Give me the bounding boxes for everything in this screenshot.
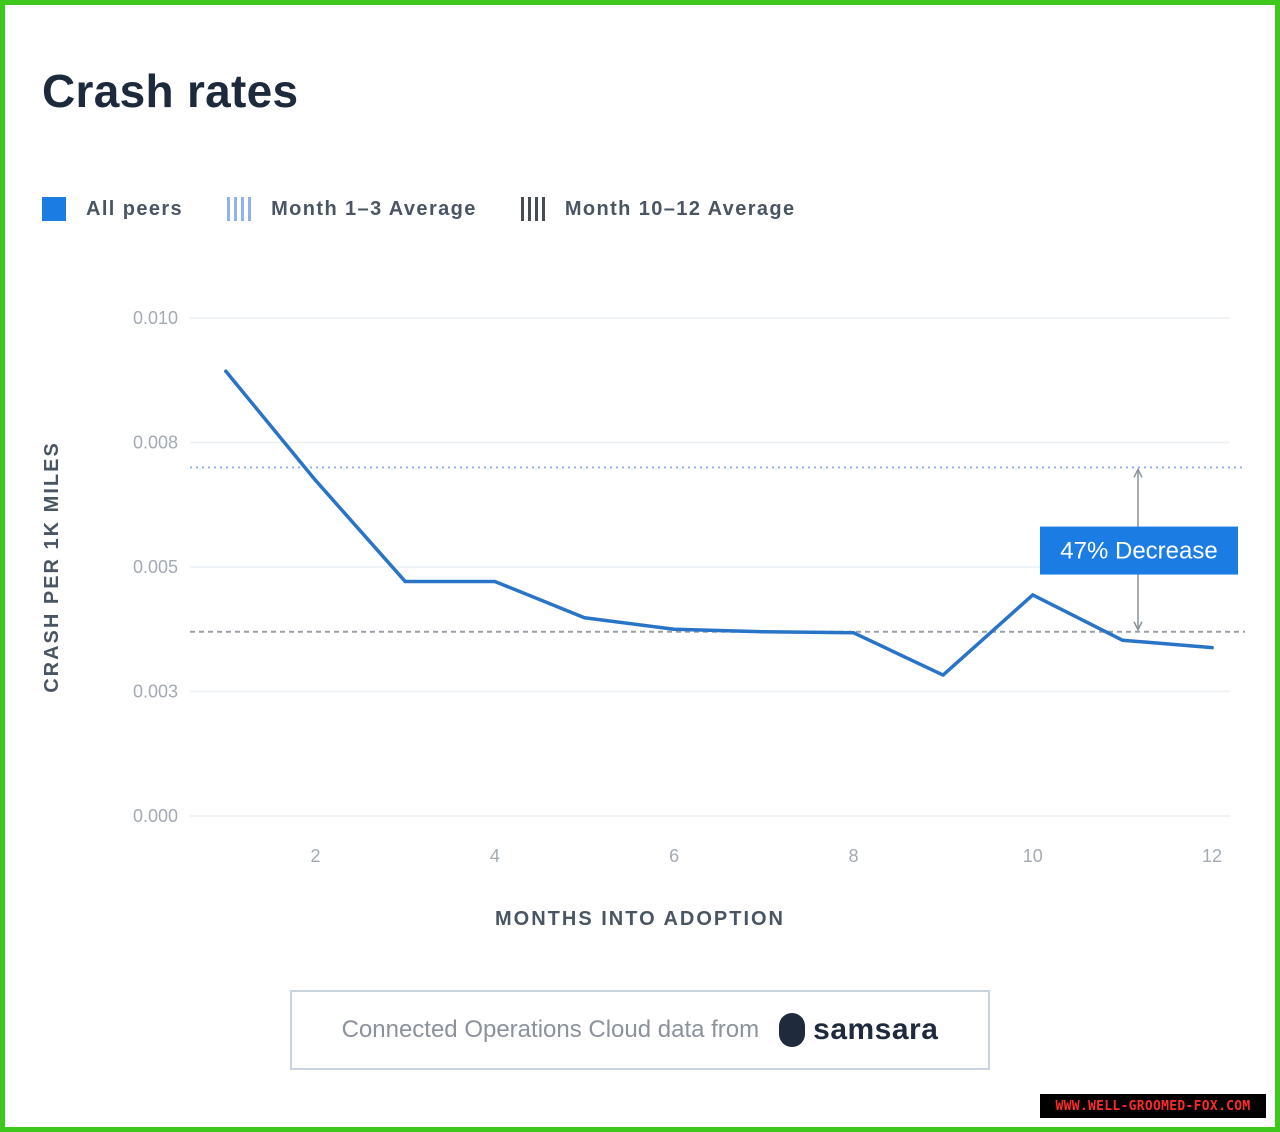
- data-point: [1120, 638, 1125, 642]
- data-source-box: Connected Operations Cloud data from sam…: [290, 990, 990, 1070]
- annotation-badge: [1040, 526, 1238, 575]
- legend-label: All peers: [86, 197, 184, 220]
- page-title: Crash rates: [42, 65, 299, 117]
- y-axis-title: CRASH PER 1K MILES: [41, 441, 63, 693]
- x-tick-label: 2: [311, 846, 321, 866]
- samsara-logo-icon: [779, 1013, 806, 1047]
- crash-rate-chart: 0.000 0.003 0.005 0.008 0.010 2 4 6 8 10 12 MONTHS …: [41, 308, 1245, 930]
- series-line-all-peers: [224, 369, 1214, 677]
- data-point: [582, 616, 587, 620]
- legend-swatch-solid-icon: [42, 197, 66, 221]
- y-tick-label: 0.005: [133, 557, 178, 577]
- y-tick-label: 0.003: [133, 682, 178, 702]
- x-axis-title: MONTHS INTO ADOPTION: [495, 908, 785, 930]
- y-tick-label: 0.010: [133, 308, 178, 328]
- data-point: [1210, 646, 1214, 650]
- data-point: [941, 673, 945, 677]
- annotation-arrow-head: [1133, 467, 1143, 478]
- samsara-logo-text: samsara: [813, 1013, 939, 1046]
- annotation-label: 47% Decrease: [1060, 538, 1217, 565]
- legend-item-month-10-12-average[interactable]: Month 10–12 Average: [520, 197, 796, 221]
- data-point: [1031, 593, 1035, 597]
- data-point: [762, 630, 766, 634]
- data-point: [672, 627, 676, 631]
- legend-swatch-striped-icon: [520, 197, 545, 221]
- legend-label: Month 10–12 Average: [564, 197, 796, 220]
- data-point: [403, 579, 407, 584]
- data-point: [493, 579, 497, 584]
- x-tick-label: 12: [1202, 846, 1222, 866]
- chart-legend: All peers Month 1–3 Average Month 10–12 …: [42, 194, 840, 224]
- data-point: [224, 369, 228, 373]
- data-point: [313, 478, 318, 482]
- legend-item-all-peers[interactable]: All peers: [42, 197, 183, 221]
- annotation-arrow-head: [1133, 621, 1143, 632]
- legend-label: Month 1–3 Average: [271, 197, 477, 220]
- x-tick-label: 6: [669, 846, 679, 866]
- x-tick-label: 8: [848, 846, 858, 866]
- site-watermark: WWW.WELL-GROOMED-FOX.COM: [1040, 1094, 1266, 1118]
- x-tick-label: 10: [1023, 846, 1043, 866]
- data-point: [851, 631, 856, 635]
- legend-swatch-striped-icon: [227, 197, 252, 221]
- x-tick-label: 4: [490, 846, 500, 866]
- legend-item-month-1-3-average[interactable]: Month 1–3 Average: [227, 197, 477, 221]
- y-tick-label: 0.008: [133, 433, 178, 453]
- data-source-text: Connected Operations Cloud data from: [341, 1016, 760, 1043]
- y-tick-label: 0.000: [133, 806, 178, 826]
